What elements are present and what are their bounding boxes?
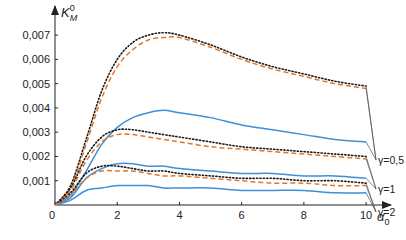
x-tick-label: 8: [301, 209, 307, 221]
plot-area: [55, 33, 366, 205]
y-tick-label: 0,006: [22, 53, 50, 65]
leader-line: [366, 183, 376, 212]
series-line: [55, 163, 366, 205]
y-tick: [55, 156, 58, 157]
x-tick: [303, 202, 304, 205]
annotation: γ=1: [378, 183, 395, 195]
y-tick-label: 0,003: [22, 126, 50, 138]
leader-line: [366, 89, 376, 160]
series-line: [55, 33, 366, 205]
series-line: [55, 37, 366, 205]
annotation: γ=0,5: [378, 154, 404, 166]
series-line: [55, 170, 366, 205]
y-tick: [55, 59, 58, 60]
series-line: [55, 134, 366, 205]
x-tick: [117, 202, 118, 205]
series-line: [55, 129, 366, 205]
leader-line: [366, 186, 376, 212]
y-tick: [55, 132, 58, 133]
y-tick: [55, 107, 58, 108]
y-tick-label: 0,002: [22, 150, 50, 162]
annotation: γ=2: [378, 206, 395, 218]
y-tick-label: 0,007: [22, 29, 50, 41]
leader-line: [366, 156, 376, 189]
x-tick: [366, 202, 367, 205]
y-tick-label: 0,001: [22, 175, 50, 187]
x-tick-label: 4: [176, 209, 182, 221]
leader-line: [366, 193, 376, 212]
y-tick: [55, 180, 58, 181]
x-tick-label: 6: [239, 209, 245, 221]
series-line: [55, 110, 366, 205]
chart: 0 2 4 6 8 10 0,001 0,002 0,003 0,004 0,005 0,006 0,0…: [0, 0, 406, 240]
y-tick: [55, 83, 58, 84]
x-tick: [241, 202, 242, 205]
x-tick: [179, 202, 180, 205]
series-line: [55, 166, 366, 205]
leader-line: [366, 86, 376, 160]
series-line: [55, 185, 366, 205]
x-tick-label: 2: [114, 209, 120, 221]
x-axis: [55, 205, 391, 206]
leader-line: [366, 159, 376, 189]
y-axis-label: K0M: [61, 3, 78, 23]
y-tick: [55, 35, 58, 36]
x-tick-label: 0: [49, 209, 55, 221]
y-tick-label: 0,005: [22, 78, 50, 90]
y-tick-label: 0,004: [22, 102, 50, 114]
y-axis: [55, 6, 56, 205]
x-tick-label: 10: [360, 209, 372, 221]
